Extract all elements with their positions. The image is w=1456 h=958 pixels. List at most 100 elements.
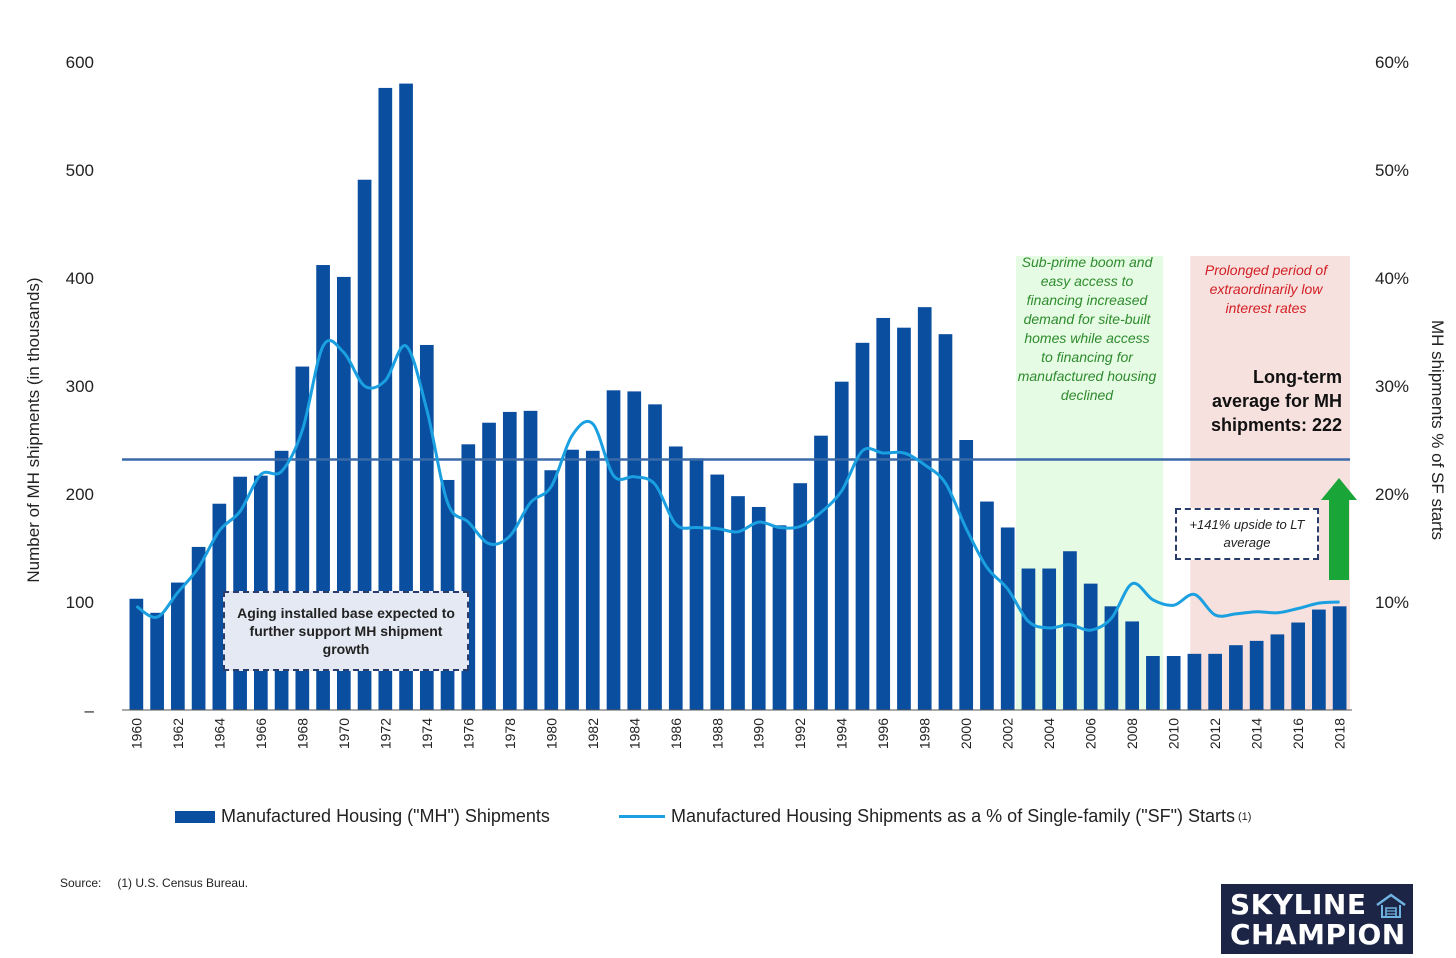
bar-1977 xyxy=(482,422,496,710)
y-left-tick-3: 300 xyxy=(66,377,94,396)
bar-2010 xyxy=(1166,656,1181,710)
legend-item-shipments: Manufactured Housing ("MH") Shipments xyxy=(175,806,550,827)
y-left-tick-0: – xyxy=(85,701,95,720)
y-right-tick-2: 20% xyxy=(1375,485,1409,504)
bar-2006 xyxy=(1083,583,1098,710)
bar-1985 xyxy=(648,404,662,710)
bar-1964 xyxy=(212,503,227,710)
bar-1960 xyxy=(129,598,144,710)
bar-1997 xyxy=(897,327,911,710)
x-tick-1962: 1962 xyxy=(170,718,186,749)
y-right-tick-4: 40% xyxy=(1375,269,1409,288)
bar-1984 xyxy=(627,391,642,710)
bar-1990 xyxy=(751,506,766,710)
bar-1978 xyxy=(502,411,517,710)
bar-1991 xyxy=(772,525,787,710)
bar-2008 xyxy=(1125,621,1140,710)
bar-1996 xyxy=(876,317,891,710)
legend-bar-swatch xyxy=(175,810,215,823)
x-tick-1978: 1978 xyxy=(502,718,518,749)
house-icon xyxy=(1376,893,1406,918)
shaded-regions xyxy=(1015,256,1350,710)
bar-1972 xyxy=(378,87,393,711)
bar-1979 xyxy=(523,410,538,710)
bar-2012 xyxy=(1208,653,1222,710)
x-tick-2018: 2018 xyxy=(1332,718,1348,749)
legend: Manufactured Housing ("MH") Shipments Ma… xyxy=(175,806,1325,832)
bar-1963 xyxy=(191,546,206,710)
bar-1989 xyxy=(731,496,745,710)
logo-line1: SKYLINE xyxy=(1230,888,1367,921)
bar-1981 xyxy=(565,449,579,710)
bar-2018 xyxy=(1332,606,1347,710)
bar-2014 xyxy=(1249,640,1264,710)
bar-1961 xyxy=(150,612,164,710)
bar-2011 xyxy=(1187,653,1202,710)
x-tick-1992: 1992 xyxy=(792,718,808,749)
low-rates-note: Prolonged period of extraordinarily low … xyxy=(1204,262,1328,316)
y-right-tick-1: 10% xyxy=(1375,593,1409,612)
bar-2001 xyxy=(980,501,994,710)
x-tick-2010: 2010 xyxy=(1166,718,1182,749)
x-tick-2008: 2008 xyxy=(1124,718,1140,749)
bar-1967 xyxy=(274,450,289,710)
x-tick-1990: 1990 xyxy=(751,718,767,749)
bar-2000 xyxy=(959,440,974,710)
x-tick-2000: 2000 xyxy=(958,718,974,749)
y-left-tick-6: 600 xyxy=(66,53,94,72)
x-tick-2014: 2014 xyxy=(1249,718,1265,749)
x-tick-1982: 1982 xyxy=(585,718,601,749)
y-left-tick-2: 200 xyxy=(66,485,94,504)
x-tick-2016: 2016 xyxy=(1290,718,1306,749)
x-tick-1988: 1988 xyxy=(709,718,725,749)
bar-1973 xyxy=(399,83,413,711)
bar-1993 xyxy=(814,435,828,710)
bar-2015 xyxy=(1270,634,1285,710)
source-note: Source: (1) U.S. Census Bureau. xyxy=(60,876,248,890)
bar-2003 xyxy=(1021,568,1036,710)
x-tick-2002: 2002 xyxy=(1000,718,1016,749)
y-right-tick-5: 50% xyxy=(1375,161,1409,180)
aging-base-note: Aging installed base expected to further… xyxy=(223,591,469,671)
bar-1992 xyxy=(793,483,808,710)
y-left-tick-5: 500 xyxy=(66,161,94,180)
shaded-region-2 xyxy=(1190,256,1350,710)
x-tick-1986: 1986 xyxy=(668,718,684,749)
logo-line2: CHAMPION xyxy=(1230,918,1406,951)
x-tick-1996: 1996 xyxy=(875,718,891,749)
x-tick-1964: 1964 xyxy=(211,718,227,749)
bar-2004 xyxy=(1042,568,1057,710)
bar-1998 xyxy=(917,307,932,710)
bar-1982 xyxy=(585,450,600,710)
bar-1980 xyxy=(544,470,559,710)
x-tick-1976: 1976 xyxy=(460,718,476,749)
bar-1971 xyxy=(357,179,372,711)
bar-2005 xyxy=(1063,551,1077,710)
x-tick-1960: 1960 xyxy=(128,718,144,749)
x-tick-1998: 1998 xyxy=(917,718,933,749)
x-tick-1980: 1980 xyxy=(543,718,559,749)
x-tick-1994: 1994 xyxy=(834,718,850,749)
bar-1999 xyxy=(938,334,953,710)
legend-item-percent: Manufactured Housing Shipments as a % of… xyxy=(619,806,1251,827)
x-tick-1966: 1966 xyxy=(253,718,269,749)
source-text: (1) U.S. Census Bureau. xyxy=(117,876,249,890)
upside-note: +141% upside to LT average xyxy=(1175,508,1319,560)
y-right-tick-6: 60% xyxy=(1375,53,1409,72)
bar-2009 xyxy=(1146,656,1160,710)
upside-arrow xyxy=(1321,478,1357,580)
bar-1983 xyxy=(606,390,621,710)
legend-line-label: Manufactured Housing Shipments as a % of… xyxy=(671,806,1236,826)
bar-1986 xyxy=(668,446,683,710)
x-tick-1970: 1970 xyxy=(336,718,352,749)
x-tick-1972: 1972 xyxy=(377,718,393,749)
long-term-average-note: Long-term average for MH shipments: 222 xyxy=(1210,367,1342,435)
y-right-tick-labels: 10% 20% 30% 40% 50% 60% xyxy=(1375,53,1409,612)
bar-1995 xyxy=(855,342,870,710)
legend-line-swatch xyxy=(619,815,665,818)
x-tick-labels: 1960 1962 1964 1966 1968 1970 1972 1974 1976 1978… xyxy=(128,718,1347,749)
subprime-note: Sub-prime boom and easy access to financ… xyxy=(1017,254,1157,403)
y-right-axis-label: MH shipments % of SF starts xyxy=(1428,320,1447,540)
bar-2002 xyxy=(1000,527,1015,710)
bar-2016 xyxy=(1291,622,1305,710)
